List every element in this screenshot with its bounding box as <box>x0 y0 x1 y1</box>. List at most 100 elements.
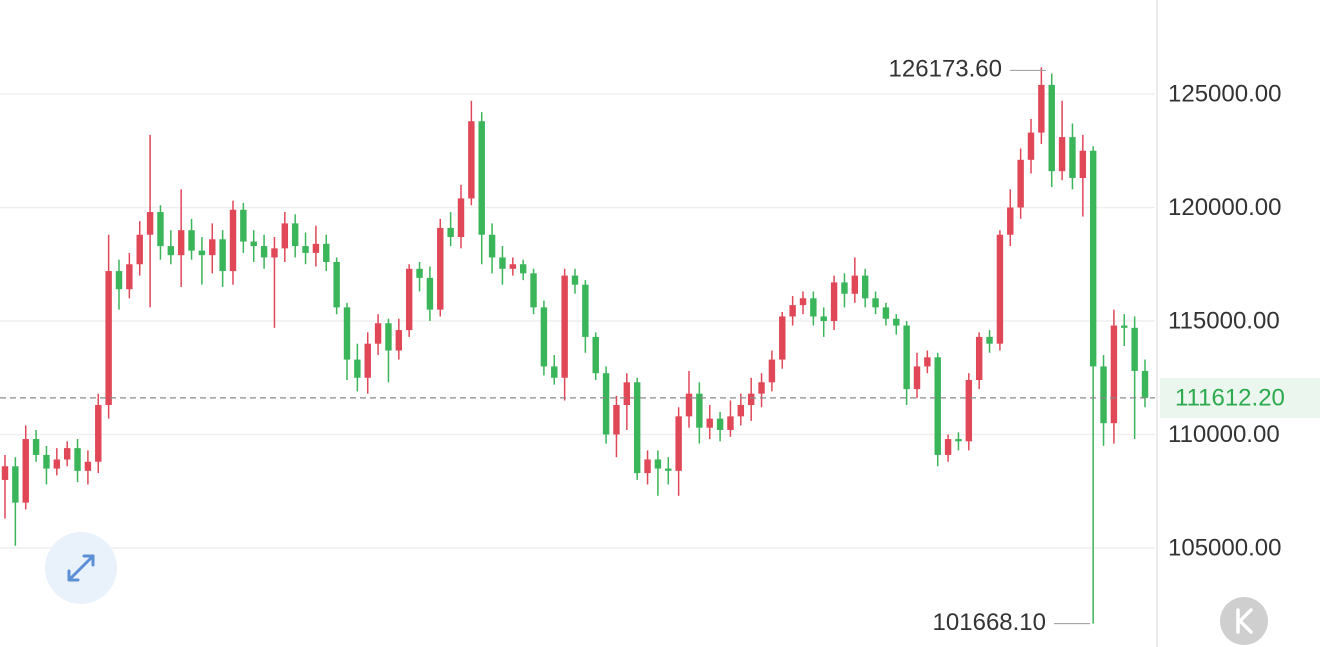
candle-body <box>354 359 361 378</box>
candle-body <box>478 121 485 235</box>
candle-body <box>146 212 154 235</box>
candle-body <box>768 359 776 383</box>
candle-body <box>540 307 548 367</box>
candle-body <box>333 261 340 308</box>
candle-body <box>437 227 444 310</box>
candle-body <box>696 393 703 428</box>
candle-body <box>32 439 40 455</box>
candle-body <box>343 307 351 360</box>
candle-body <box>789 305 796 317</box>
candle-body <box>519 264 527 274</box>
candle-body <box>1027 132 1035 160</box>
y-tick-label: 105000.00 <box>1168 534 1281 561</box>
candle-body <box>1007 207 1014 235</box>
min-label: 101668.10 <box>933 609 1046 636</box>
candle-body <box>965 380 973 442</box>
candle-body <box>405 268 413 331</box>
candle-body <box>551 366 558 378</box>
candle-body <box>747 393 755 405</box>
candle-body <box>934 357 941 455</box>
candle-body <box>426 277 434 310</box>
candle-body <box>830 282 838 322</box>
candle-body <box>861 275 869 299</box>
candle-body <box>944 439 952 455</box>
candle-body <box>188 230 195 251</box>
candle-body <box>975 336 983 381</box>
candle-body <box>374 323 382 344</box>
candle-body <box>385 323 392 351</box>
candle-body <box>602 373 610 435</box>
candle-body <box>1131 327 1138 371</box>
candle-body <box>53 459 61 469</box>
candle-body <box>198 250 206 256</box>
candle-body <box>633 382 641 474</box>
candle-body <box>84 461 92 471</box>
candle-body <box>1141 370 1149 398</box>
candle-body <box>530 273 537 308</box>
candle-body <box>872 298 879 308</box>
candle-body <box>240 209 247 242</box>
candle-body <box>1110 325 1118 424</box>
candle-body <box>592 336 599 374</box>
candle-body <box>105 271 112 405</box>
candle-body <box>893 318 900 326</box>
y-tick-label: 110000.00 <box>1168 421 1280 448</box>
candle-body <box>810 298 817 317</box>
expand-button[interactable] <box>45 532 117 604</box>
candle-body <box>74 448 81 471</box>
candle-body <box>1017 159 1024 208</box>
last-price-label: 111612.20 <box>1175 384 1285 411</box>
candle-body <box>851 275 859 294</box>
candle-body <box>12 466 19 503</box>
candle-body <box>281 223 289 249</box>
candle-body <box>986 336 993 344</box>
k-button[interactable] <box>1220 597 1268 645</box>
candle-body <box>779 316 786 360</box>
candle-body <box>447 227 454 238</box>
candle-body <box>209 239 216 256</box>
candle-body <box>229 209 237 272</box>
candle-body <box>250 241 257 247</box>
candle-body <box>126 264 133 290</box>
candle-body <box>903 325 910 390</box>
candle-body <box>157 212 164 247</box>
candle-body <box>727 416 734 430</box>
y-tick-label: 115000.00 <box>1168 307 1280 334</box>
candle-body <box>416 268 423 278</box>
candle-body <box>913 366 921 390</box>
candle-body <box>488 234 496 258</box>
candle-body <box>219 239 226 272</box>
candle-body <box>571 275 579 285</box>
candle-body <box>63 448 71 460</box>
candle-body <box>758 382 765 394</box>
candle-body <box>955 439 962 442</box>
candle-body <box>665 468 672 471</box>
candle-body <box>364 343 371 378</box>
max-label: 126173.60 <box>889 56 1002 83</box>
last-price-badge <box>1160 377 1320 418</box>
candle-body <box>1089 150 1097 367</box>
candle-body <box>1079 150 1087 178</box>
candle-body <box>685 393 693 417</box>
candle-body <box>95 404 102 462</box>
candle-body <box>302 246 309 253</box>
candle-body <box>115 271 123 290</box>
candle-body <box>1100 366 1107 424</box>
y-tick-label: 120000.00 <box>1168 194 1281 221</box>
candle-body <box>996 234 1004 344</box>
candle-body <box>582 284 589 337</box>
candle-body <box>291 223 299 247</box>
candle-body <box>737 404 745 417</box>
candle-body <box>1 466 9 480</box>
candle-body <box>499 257 506 269</box>
candle-body <box>1048 84 1055 172</box>
candle-body <box>675 416 682 471</box>
candle-body <box>271 248 278 258</box>
candle-body <box>1058 137 1066 172</box>
candle-body <box>716 418 724 430</box>
candle-body <box>561 275 568 378</box>
candle-body <box>457 198 465 238</box>
candle-body <box>136 234 143 265</box>
